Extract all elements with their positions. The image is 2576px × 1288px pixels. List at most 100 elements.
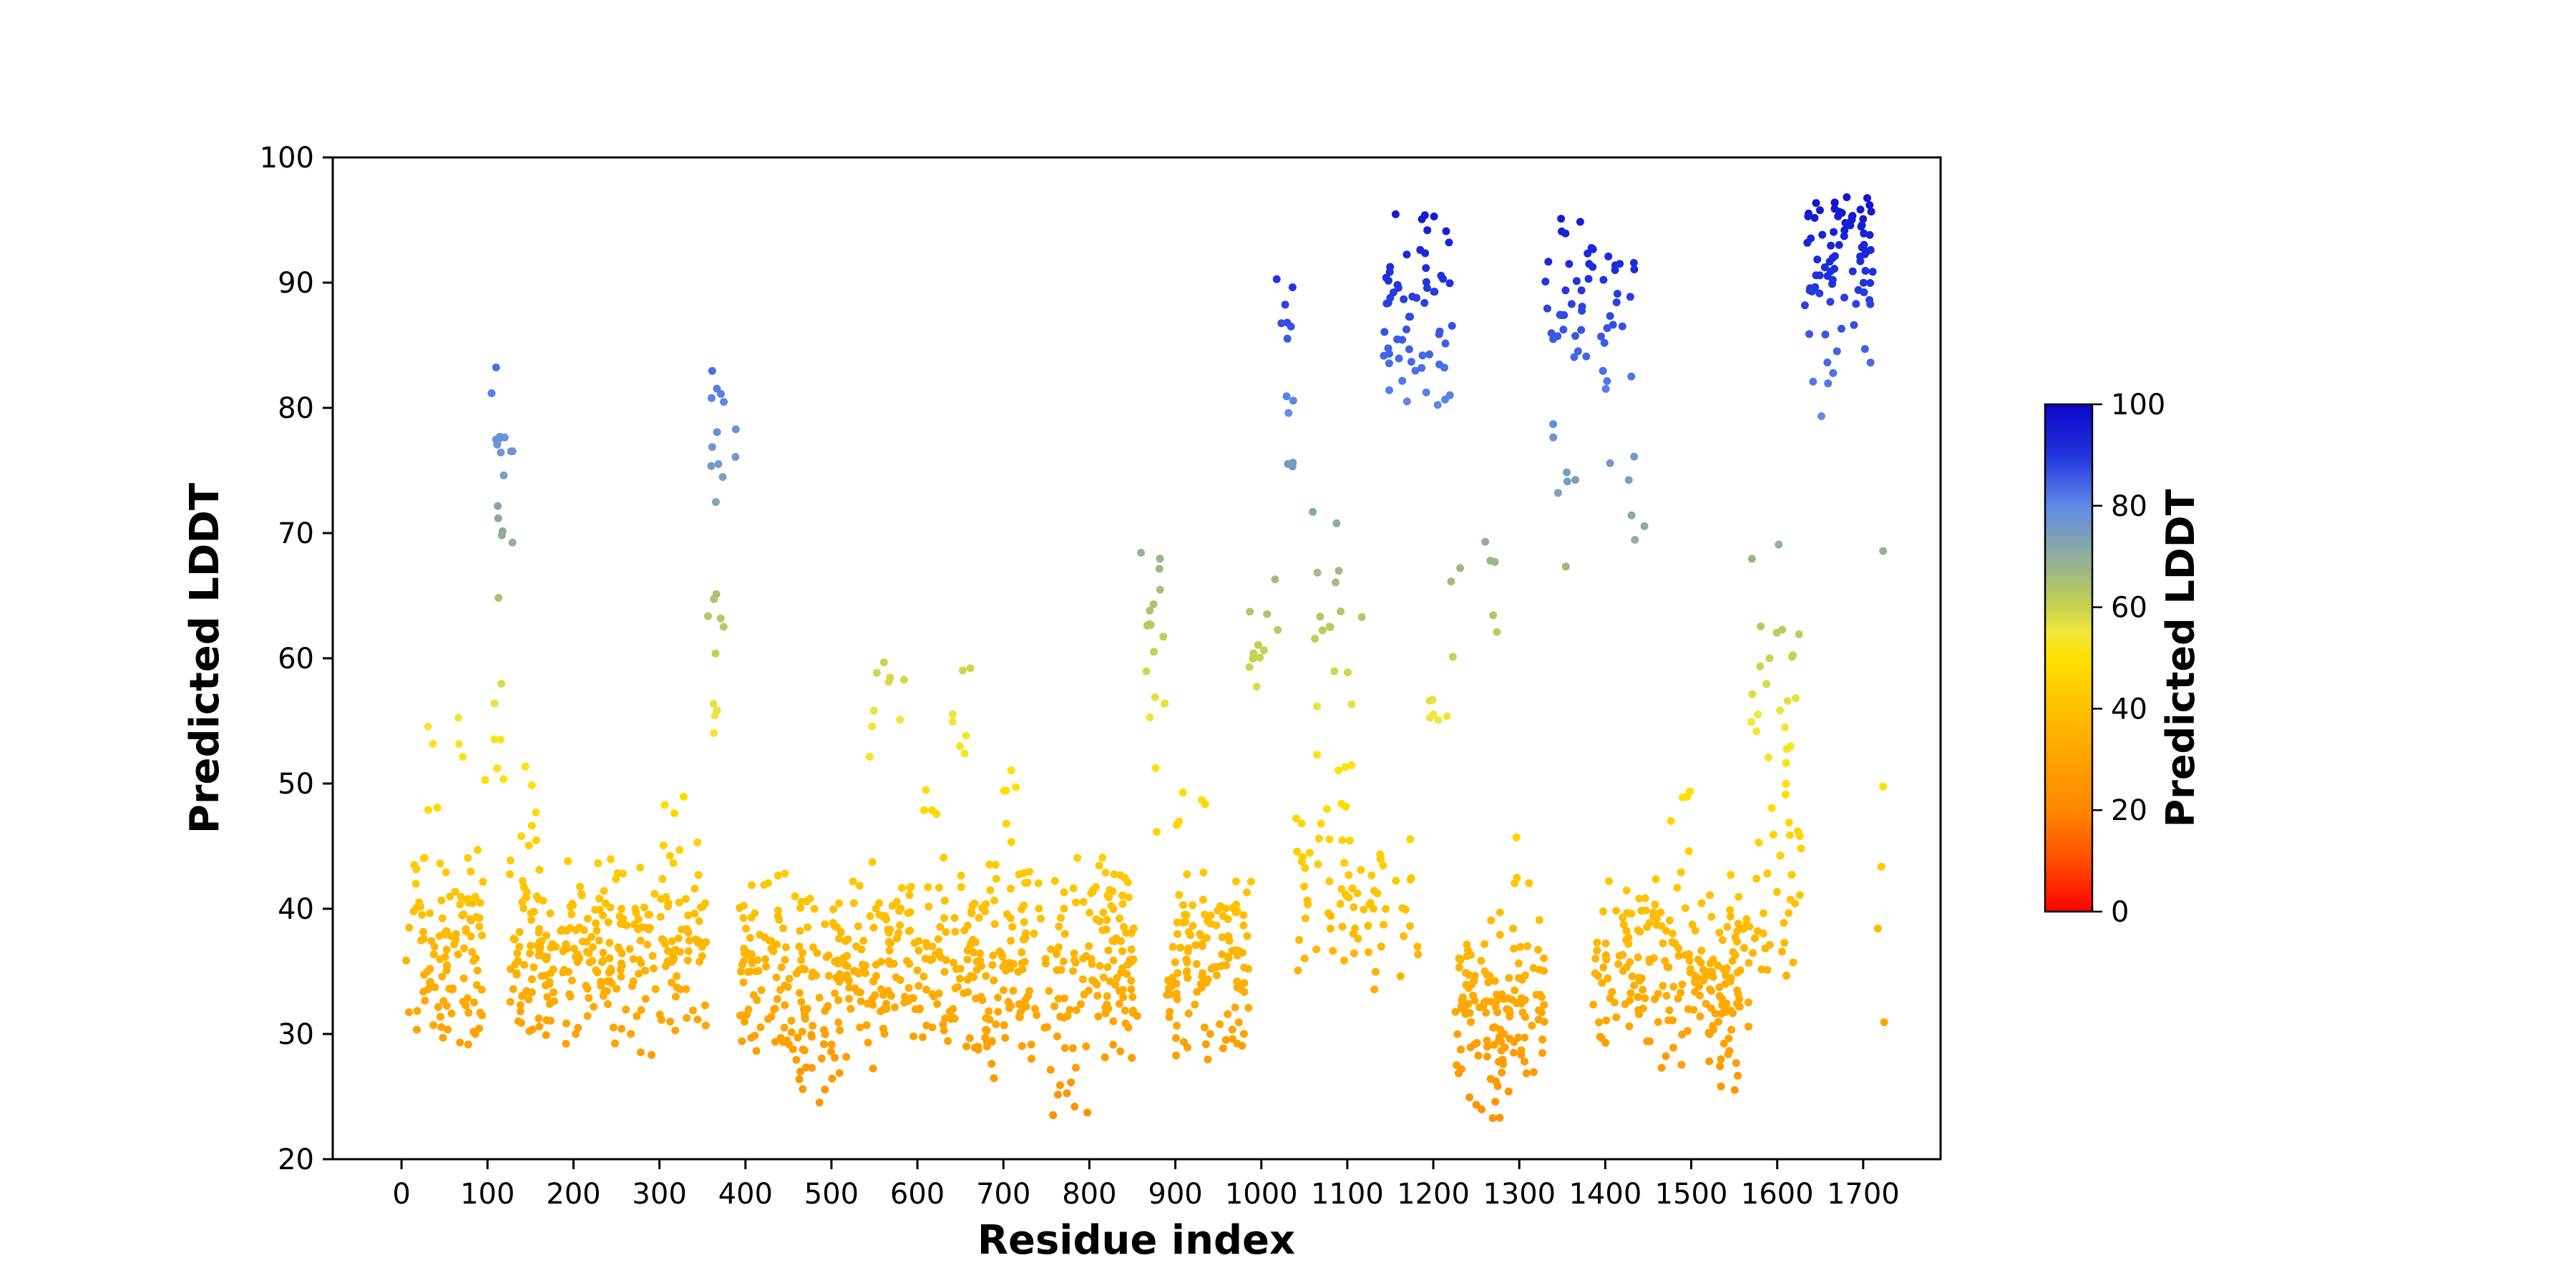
scatter-point <box>1411 366 1420 375</box>
scatter-point <box>1601 1038 1610 1047</box>
scatter-point <box>1294 966 1302 975</box>
scatter-point <box>550 988 558 997</box>
scatter-point <box>1677 868 1685 877</box>
scatter-point <box>982 900 990 908</box>
scatter-point <box>1072 898 1080 907</box>
scatter-point <box>1599 963 1608 972</box>
scatter-point <box>1630 981 1639 990</box>
scatter-point <box>940 914 948 922</box>
scatter-point <box>1815 206 1824 215</box>
scatter-point <box>1810 214 1819 222</box>
scatter-point <box>610 1039 619 1048</box>
scatter-point <box>1567 300 1576 308</box>
scatter-point <box>490 699 499 708</box>
scatter-point <box>940 897 949 905</box>
scatter-point <box>1840 232 1848 240</box>
scatter-point <box>1057 914 1065 922</box>
scatter-point <box>1556 311 1564 319</box>
scatter-point <box>691 884 699 893</box>
scatter-point <box>1098 854 1107 862</box>
scatter-point <box>1184 1009 1193 1018</box>
scatter-point <box>1729 947 1737 956</box>
y-tick-label: 90 <box>278 267 314 300</box>
scatter-point <box>464 1040 472 1049</box>
scatter-point <box>849 899 858 907</box>
scatter-point <box>526 949 534 957</box>
x-tick-label: 1600 <box>1741 1178 1814 1211</box>
scatter-point <box>617 972 625 981</box>
scatter-point <box>1110 870 1118 879</box>
scatter-point <box>567 910 576 919</box>
scatter-point <box>1529 1068 1538 1076</box>
x-tick-label: 300 <box>632 1178 686 1211</box>
scatter-point <box>744 1005 753 1014</box>
scatter-point <box>446 892 454 901</box>
scatter-point <box>753 996 761 1005</box>
scatter-point <box>864 1038 872 1047</box>
scatter-point <box>1782 779 1790 788</box>
scatter-point <box>1523 942 1531 950</box>
scatter-point <box>1434 716 1443 724</box>
scatter-point <box>1309 507 1317 516</box>
scatter-point <box>1216 902 1225 910</box>
x-tick-label: 200 <box>546 1178 600 1211</box>
scatter-point <box>539 897 547 905</box>
scatter-point <box>904 909 912 917</box>
scatter-point <box>743 948 751 957</box>
scatter-point <box>696 957 703 966</box>
scatter-point <box>657 894 665 903</box>
scatter-point <box>1521 996 1529 1004</box>
scatter-point <box>1671 940 1679 947</box>
y-tick-label: 50 <box>278 768 314 801</box>
scatter-point <box>914 937 923 945</box>
scatter-point <box>904 984 913 992</box>
scatter-point <box>1007 838 1015 847</box>
scatter-point <box>597 982 605 990</box>
scatter-point <box>1282 392 1291 401</box>
scatter-point <box>1441 339 1450 348</box>
scatter-point <box>1727 1025 1736 1034</box>
scatter-point <box>1535 916 1543 924</box>
scatter-point <box>644 910 653 919</box>
scatter-point <box>831 957 839 966</box>
scatter-point <box>859 937 868 945</box>
scatter-point <box>645 925 653 934</box>
scatter-point <box>467 917 475 924</box>
scatter-point <box>1063 1012 1072 1020</box>
scatter-point <box>1854 286 1863 294</box>
scatter-point <box>1749 949 1757 957</box>
scatter-point <box>441 952 449 961</box>
scatter-point <box>914 946 923 955</box>
scatter-point <box>963 955 972 964</box>
scatter-point <box>1587 244 1596 252</box>
scatter-point <box>701 1021 710 1030</box>
scatter-point <box>1482 1008 1491 1017</box>
scatter-point <box>1789 958 1797 967</box>
scatter-point <box>978 996 987 1005</box>
scatter-point <box>1240 963 1249 972</box>
scatter-point <box>942 956 950 965</box>
scatter-point <box>1540 1018 1548 1026</box>
scatter-point <box>1879 547 1888 555</box>
scatter-point <box>1394 283 1402 292</box>
scatter-point <box>1645 919 1654 927</box>
scatter-point <box>573 958 582 966</box>
scatter-point <box>562 1019 570 1028</box>
scatter-point <box>780 1023 789 1032</box>
scatter-point <box>1639 985 1647 994</box>
scatter-point <box>1300 955 1309 962</box>
scatter-point <box>1563 468 1571 477</box>
scatter-point <box>821 1085 829 1094</box>
scatter-point <box>796 1068 805 1075</box>
scatter-point <box>1496 930 1504 939</box>
scatter-point <box>1492 990 1501 999</box>
scatter-point <box>1732 1059 1740 1068</box>
scatter-point <box>1398 376 1407 385</box>
scatter-point <box>1060 904 1068 913</box>
scatter-point <box>1455 1069 1463 1078</box>
scatter-point <box>713 428 721 436</box>
scatter-point <box>933 1000 942 1008</box>
scatter-point <box>1067 1078 1075 1087</box>
scatter-point <box>562 940 570 948</box>
scatter-point <box>583 985 592 993</box>
